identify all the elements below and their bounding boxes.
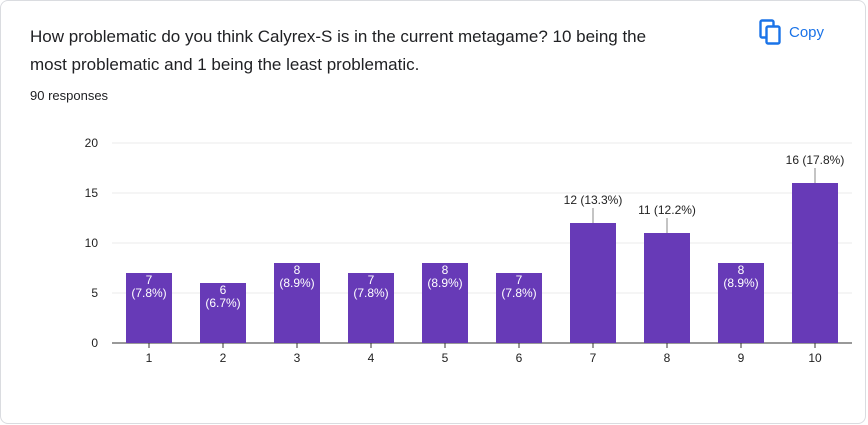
- copy-label: Copy: [789, 23, 825, 41]
- y-tick-label: 5: [91, 286, 98, 300]
- x-tick-label: 4: [368, 351, 375, 365]
- data-label-value: 8: [738, 263, 745, 277]
- data-label-percent: (8.9%): [427, 276, 462, 290]
- bar: [200, 283, 246, 343]
- x-tick-label: 9: [738, 351, 745, 365]
- data-label-percent: (7.8%): [131, 286, 166, 300]
- data-label-value: 8: [442, 263, 449, 277]
- data-label-percent: (7.8%): [353, 286, 388, 300]
- x-tick-label: 8: [664, 351, 671, 365]
- data-label: 11 (12.2%): [638, 203, 696, 217]
- x-tick-label: 6: [516, 351, 523, 365]
- data-label: 12 (13.3%): [564, 193, 623, 207]
- data-label-value: 6: [220, 283, 227, 297]
- copy-icon: [759, 19, 781, 45]
- response-count: 90 responses: [30, 88, 109, 103]
- bar: [126, 273, 172, 343]
- copy-button[interactable]: Copy: [759, 19, 824, 45]
- question-line-1: How problematic do you think Calyrex-S i…: [30, 27, 647, 46]
- data-label-value: 7: [146, 273, 153, 287]
- x-tick-label: 1: [146, 351, 153, 365]
- data-label-value: 8: [294, 263, 301, 277]
- data-label-percent: (7.8%): [501, 286, 536, 300]
- bar: [792, 183, 838, 343]
- y-tick-label: 10: [85, 236, 99, 250]
- x-tick-label: 5: [442, 351, 449, 365]
- x-tick-label: 10: [808, 351, 822, 365]
- bar: [570, 223, 616, 343]
- y-tick-label: 15: [85, 186, 99, 200]
- bar: [422, 263, 468, 343]
- data-label: 16 (17.8%): [786, 153, 845, 167]
- bar: [718, 263, 764, 343]
- question-line-2: most problematic and 1 being the least p…: [30, 55, 420, 74]
- data-label-percent: (6.7%): [205, 296, 240, 310]
- bar: [496, 273, 542, 343]
- question-title: How problematic do you think Calyrex-S i…: [30, 23, 730, 79]
- x-tick-label: 7: [590, 351, 597, 365]
- x-tick-label: 2: [220, 351, 227, 365]
- data-label-percent: (8.9%): [723, 276, 758, 290]
- x-tick-label: 3: [294, 351, 301, 365]
- y-tick-label: 0: [91, 336, 98, 350]
- data-label-value: 7: [516, 273, 523, 287]
- bar: [274, 263, 320, 343]
- bar: [348, 273, 394, 343]
- y-tick-label: 20: [85, 136, 99, 150]
- bar: [644, 233, 690, 343]
- data-label-value: 7: [368, 273, 375, 287]
- data-label-percent: (8.9%): [279, 276, 314, 290]
